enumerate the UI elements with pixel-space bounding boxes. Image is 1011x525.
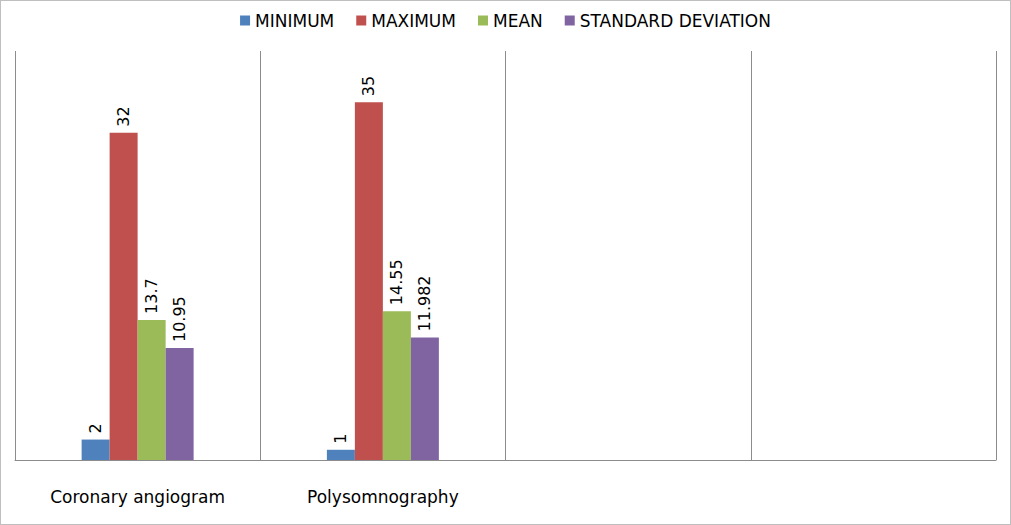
svg-text:Coronary angiogram: Coronary angiogram: [50, 487, 225, 507]
svg-text:14.55: 14.55: [387, 259, 406, 305]
svg-text:13.7: 13.7: [142, 278, 161, 314]
svg-text:MINIMUM: MINIMUM: [255, 11, 334, 31]
svg-text:35: 35: [359, 76, 378, 96]
svg-text:Polysomnography: Polysomnography: [307, 487, 459, 507]
svg-text:10.95: 10.95: [170, 296, 189, 342]
svg-text:MAXIMUM: MAXIMUM: [371, 11, 456, 31]
svg-text:STANDARD DEVIATION: STANDARD DEVIATION: [580, 11, 771, 31]
svg-text:1: 1: [331, 434, 350, 444]
svg-text:MEAN: MEAN: [493, 11, 543, 31]
svg-text:2: 2: [86, 423, 105, 433]
svg-text:32: 32: [114, 106, 133, 126]
svg-text:11.982: 11.982: [415, 275, 434, 331]
